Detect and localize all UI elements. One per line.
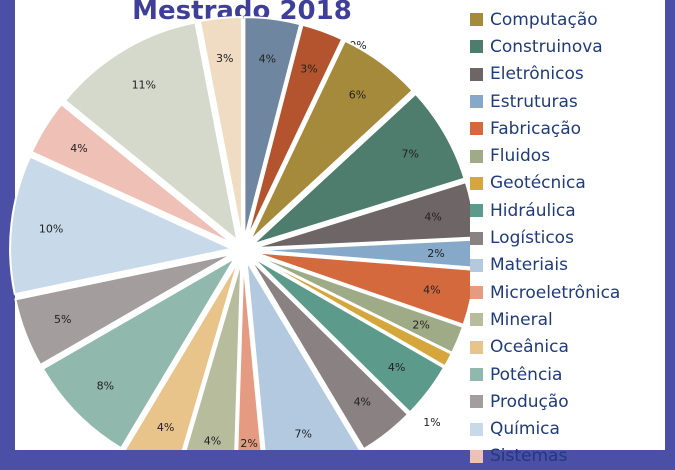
slice-label: 4%	[354, 396, 371, 409]
pie-slice	[253, 251, 470, 327]
pie-slice	[251, 92, 466, 246]
legend-label: Geotécnica	[490, 173, 586, 194]
slice-label: 4%	[157, 421, 174, 434]
slice-label: 2%	[412, 319, 429, 332]
legend-swatch	[470, 13, 483, 27]
legend-item: Fabricação	[470, 115, 660, 142]
pie-slice	[236, 260, 263, 450]
slice-label: 11%	[132, 78, 156, 91]
legend-swatch	[470, 67, 483, 81]
slice-label: 4%	[388, 361, 405, 374]
legend-item: Sistemas	[470, 443, 660, 470]
slice-label: 5%	[54, 313, 71, 326]
legend-label: Eletrônicos	[490, 64, 584, 85]
pie-slice	[245, 23, 344, 241]
legend-swatch	[470, 149, 483, 163]
legend-label: Materiais	[490, 255, 568, 276]
legend-swatch	[470, 122, 483, 136]
pie-slice	[253, 238, 470, 269]
legend-label: Sistemas	[490, 446, 568, 467]
legend-swatch	[470, 258, 483, 272]
legend-label: Microeletrônica	[490, 282, 621, 303]
legend-label: Computação	[490, 9, 598, 30]
slice-label: 2%	[427, 247, 444, 260]
slice-label: 1%	[423, 416, 440, 429]
slice-label: 8%	[97, 379, 114, 392]
pie-slice	[14, 252, 234, 367]
pie-slice	[252, 254, 453, 368]
slice-label: 4%	[423, 284, 440, 297]
legend-swatch	[470, 204, 483, 218]
legend-item: Eletrônicos	[470, 61, 660, 88]
legend-item: Mineral	[470, 306, 660, 333]
legend-swatch	[470, 313, 483, 327]
legend-item: Hidráulica	[470, 197, 660, 224]
pie-slice	[253, 180, 470, 250]
legend-label: Hidráulica	[490, 200, 576, 221]
legend-label: Produção	[490, 391, 569, 412]
legend-item: Microeletrônica	[470, 279, 660, 306]
pie-slice	[245, 259, 362, 450]
legend-label: Logísticos	[490, 228, 574, 249]
legend-item: Estruturas	[470, 88, 660, 115]
legend-swatch	[470, 95, 483, 109]
legend-label: Estruturas	[490, 91, 578, 112]
pie-slice	[248, 39, 415, 242]
legend-swatch	[470, 286, 483, 300]
legend-item: Materiais	[470, 252, 660, 279]
pie-slice	[248, 257, 410, 450]
pie-slice	[198, 16, 243, 240]
legend-item: Computação	[470, 6, 660, 33]
slice-label: 7%	[401, 148, 418, 161]
slice-label: 2%	[240, 437, 257, 450]
slice-label: 7%	[294, 427, 311, 440]
legend-label: Potência	[490, 364, 563, 385]
pie-slice	[63, 21, 239, 244]
pie-slice	[30, 102, 235, 246]
pie-slice	[9, 155, 236, 296]
legend-swatch	[470, 176, 483, 190]
legend-item: Produção	[470, 388, 660, 415]
legend-swatch	[470, 422, 483, 436]
slice-label: 6%	[349, 89, 366, 102]
slice-label: 4%	[204, 435, 221, 448]
legend-swatch	[470, 340, 483, 354]
legend-swatch	[470, 449, 483, 463]
chart-legend: Computação Construinova Eletrônicos Estrutu…	[470, 6, 660, 470]
slice-label: 3%	[300, 63, 317, 76]
legend-label: Oceânica	[490, 337, 569, 358]
legend-swatch	[470, 368, 483, 381]
legend-label: Fluidos	[490, 146, 551, 167]
slice-label: 4%	[70, 142, 87, 155]
slice-label: 10%	[39, 223, 63, 236]
legend-swatch	[470, 40, 483, 54]
pie-slice	[251, 255, 446, 414]
legend-item: Química	[470, 415, 660, 442]
slice-label: 4%	[424, 211, 441, 224]
legend-item: Geotécnica	[470, 170, 660, 197]
pie-slice	[184, 260, 243, 450]
legend-label: Fabricação	[490, 118, 582, 139]
pie-slice	[243, 16, 302, 240]
legend-item: Logísticos	[470, 224, 660, 251]
legend-swatch	[470, 395, 483, 409]
slice-label: 4%	[259, 53, 276, 66]
legend-label: Mineral	[490, 309, 553, 330]
slice-label: 3%	[216, 52, 233, 65]
pie-slice	[252, 253, 465, 355]
pie-slice	[41, 254, 238, 450]
legend-label: Química	[490, 419, 560, 440]
legend-item: Construinova	[470, 33, 660, 60]
legend-swatch	[470, 231, 483, 245]
legend-label: Construinova	[490, 36, 603, 57]
legend-item: Potência	[470, 361, 660, 388]
pie-chart: 4%3%0%6%7%4%2%4%2%1%4%4%7%2%4%4%8%5%10%4…	[9, 16, 470, 450]
legend-item: Oceânica	[470, 334, 660, 361]
pie-slice	[123, 259, 240, 450]
legend-item: Fluidos	[470, 142, 660, 169]
